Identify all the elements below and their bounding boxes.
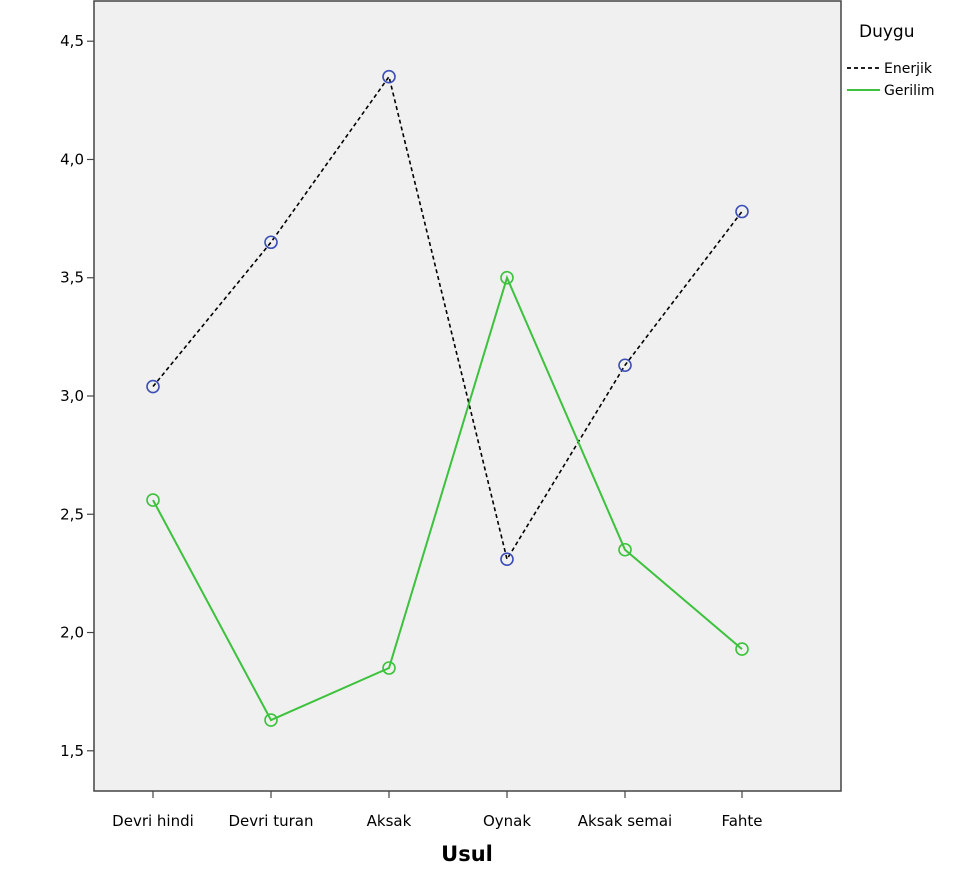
data-point-gerilim (735, 642, 749, 656)
series-gerilim (146, 270, 749, 727)
y-tick-label: 4,5 (60, 32, 84, 50)
x-tick-label: Devri turan (228, 812, 313, 830)
data-point-enerjik (146, 379, 160, 394)
y-axis: 1,5 2,0 2,5 3,0 3,5 4,0 4,5 (60, 32, 94, 760)
y-tick-label: 3,5 (60, 269, 84, 287)
y-tick-label: 2,0 (60, 624, 84, 642)
data-point-gerilim (382, 661, 396, 675)
data-point-enerjik (735, 204, 749, 219)
series-enerjik (146, 69, 749, 567)
series-line-gerilim (152, 274, 743, 722)
series-line-enerjik (152, 74, 743, 562)
y-tick-label: 2,5 (60, 505, 84, 523)
data-point-enerjik (618, 358, 632, 373)
data-point-gerilim (618, 542, 632, 557)
x-tick-label: Aksak (367, 812, 412, 830)
x-tick-label: Devri hindi (112, 812, 194, 830)
y-tick-label: 3,0 (60, 387, 84, 405)
legend: Duygu Enerjik Gerilim (847, 22, 935, 99)
x-tick-label: Fahte (721, 812, 762, 830)
data-point-gerilim (146, 493, 160, 507)
y-tick-label: 1,5 (60, 742, 84, 760)
data-point-enerjik (382, 69, 396, 84)
x-axis-title: Usul (441, 842, 493, 866)
legend-title: Duygu (859, 22, 915, 42)
data-point-enerjik (264, 235, 278, 250)
plot-area (93, 0, 842, 792)
x-tick-label: Aksak semai (578, 812, 672, 830)
x-axis: Devri hindi Devri turan Aksak Oynak Aksak se… (112, 791, 763, 830)
y-tick-label: 4,0 (60, 150, 84, 168)
series-layer (146, 69, 749, 727)
data-point-enerjik (500, 552, 514, 567)
x-tick-label: Oynak (483, 812, 531, 830)
legend-label-enerjik: Enerjik (884, 61, 933, 77)
legend-label-gerilim: Gerilim (884, 83, 935, 99)
data-point-gerilim (500, 270, 514, 285)
data-point-gerilim (264, 713, 278, 727)
